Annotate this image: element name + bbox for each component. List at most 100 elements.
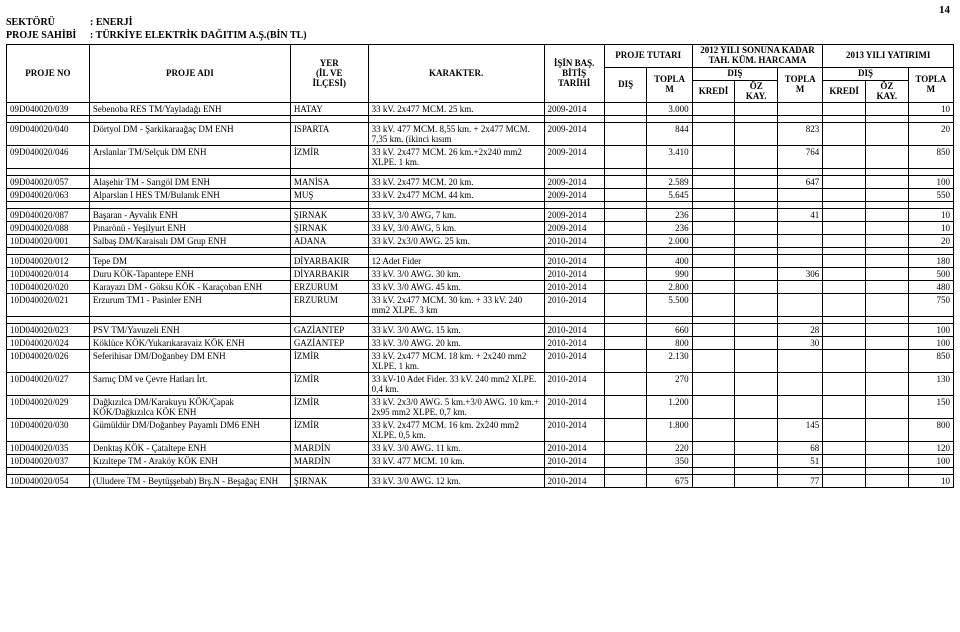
col-h-ozkay: ÖZ KAY. bbox=[735, 80, 778, 103]
table-row: 10D040020/020Karayazı DM - Göksu KÖK - K… bbox=[7, 281, 954, 294]
cell-pt_dis bbox=[604, 255, 647, 268]
cell-tarih: 2010-2014 bbox=[544, 235, 604, 248]
cell-y_oz bbox=[865, 268, 908, 281]
cell-pt_dis bbox=[604, 209, 647, 222]
cell-il: İZMİR bbox=[290, 146, 368, 169]
cell-pt_dis bbox=[604, 337, 647, 350]
cell-il: MARDİN bbox=[290, 442, 368, 455]
cell-h_top bbox=[778, 189, 823, 202]
cell-no: 10D040020/014 bbox=[7, 268, 90, 281]
cell-h_oz bbox=[735, 209, 778, 222]
cell-y_oz bbox=[865, 419, 908, 442]
cell-pt_top: 220 bbox=[647, 442, 692, 455]
cell-tarih: 2009-2014 bbox=[544, 123, 604, 146]
col-y-kredi: KREDİ bbox=[823, 80, 866, 103]
cell-y_oz bbox=[865, 235, 908, 248]
cell-h_oz bbox=[735, 455, 778, 468]
cell-y_oz bbox=[865, 396, 908, 419]
cell-no: 10D040020/020 bbox=[7, 281, 90, 294]
cell-pt_dis bbox=[604, 324, 647, 337]
cell-no: 10D040020/037 bbox=[7, 455, 90, 468]
cell-y_oz bbox=[865, 373, 908, 396]
cell-pt_top: 5.500 bbox=[647, 294, 692, 317]
cell-adi: Erzurum TM1 - Pasinler ENH bbox=[89, 294, 290, 317]
cell-tarih: 2009-2014 bbox=[544, 146, 604, 169]
cell-y_top: 10 bbox=[908, 103, 953, 116]
cell-kar: 33 kV. 2x477 MCM. 20 km. bbox=[368, 176, 544, 189]
cell-y_kredi bbox=[823, 475, 866, 488]
cell-y_top: 850 bbox=[908, 350, 953, 373]
cell-y_oz bbox=[865, 103, 908, 116]
cell-h_kredi bbox=[692, 442, 735, 455]
table-row: 10D040020/027Sarnıç DM ve Çevre Hatları … bbox=[7, 373, 954, 396]
cell-adi: Dağkızılca DM/Karakuyu KÖK/Çapak KÖK/Dağ… bbox=[89, 396, 290, 419]
cell-h_kredi bbox=[692, 189, 735, 202]
cell-y_kredi bbox=[823, 373, 866, 396]
cell-h_top: 30 bbox=[778, 337, 823, 350]
col-h-toplam: TOPLAM bbox=[778, 67, 823, 103]
table-row: 10D040020/023PSV TM/Yavuzeli ENHGAZİANTE… bbox=[7, 324, 954, 337]
table-row: 09D040020/057Alaşehir TM - Sarıgöl DM EN… bbox=[7, 176, 954, 189]
cell-pt_dis bbox=[604, 103, 647, 116]
col-karakter: KARAKTER. bbox=[368, 45, 544, 103]
table-row: 10D040020/001Salbaş DM/Karaisalı DM Grup… bbox=[7, 235, 954, 248]
cell-y_top: 20 bbox=[908, 235, 953, 248]
cell-h_kredi bbox=[692, 176, 735, 189]
cell-y_top: 180 bbox=[908, 255, 953, 268]
cell-y_kredi bbox=[823, 337, 866, 350]
cell-pt_dis bbox=[604, 235, 647, 248]
col-y-toplam: TOPLAM bbox=[908, 67, 953, 103]
table-header: PROJE NO PROJE ADI YER (İL VE İLÇESİ) KA… bbox=[7, 45, 954, 103]
cell-h_top: 77 bbox=[778, 475, 823, 488]
cell-h_kredi bbox=[692, 235, 735, 248]
cell-no: 10D040020/035 bbox=[7, 442, 90, 455]
cell-h_oz bbox=[735, 255, 778, 268]
cell-y_top: 550 bbox=[908, 189, 953, 202]
cell-y_kredi bbox=[823, 123, 866, 146]
cell-tarih: 2010-2014 bbox=[544, 268, 604, 281]
page-number: 14 bbox=[6, 4, 954, 16]
cell-adi: Arslanlar TM/Selçuk DM ENH bbox=[89, 146, 290, 169]
cell-kar: 33 kV-10 Adet Fider. 33 kV. 240 mm2 XLPE… bbox=[368, 373, 544, 396]
cell-h_oz bbox=[735, 396, 778, 419]
cell-kar: 33 kV. 3/0 AWG. 20 km. bbox=[368, 337, 544, 350]
cell-il: HATAY bbox=[290, 103, 368, 116]
projects-table: PROJE NO PROJE ADI YER (İL VE İLÇESİ) KA… bbox=[6, 44, 954, 488]
cell-h_oz bbox=[735, 442, 778, 455]
col-pt-dis: DIŞ bbox=[604, 67, 647, 103]
cell-kar: 33 kV. 3/0 AWG. 12 km. bbox=[368, 475, 544, 488]
col-h-dis: DIŞ bbox=[692, 67, 777, 80]
cell-no: 10D040020/027 bbox=[7, 373, 90, 396]
cell-h_top: 306 bbox=[778, 268, 823, 281]
cell-pt_dis bbox=[604, 146, 647, 169]
cell-pt_dis bbox=[604, 222, 647, 235]
cell-y_oz bbox=[865, 350, 908, 373]
cell-h_top bbox=[778, 281, 823, 294]
cell-kar: 33 kV. 3/0 AWG. 30 km. bbox=[368, 268, 544, 281]
cell-h_oz bbox=[735, 123, 778, 146]
document-header: SEKTÖRÜ : ENERJİ PROJE SAHİBİ : TÜRKİYE … bbox=[6, 16, 954, 42]
cell-kar: 33 kV. 2x477 MCM. 25 km. bbox=[368, 103, 544, 116]
cell-no: 09D040020/087 bbox=[7, 209, 90, 222]
cell-il: İZMİR bbox=[290, 396, 368, 419]
cell-no: 10D040020/029 bbox=[7, 396, 90, 419]
cell-no: 10D040020/021 bbox=[7, 294, 90, 317]
cell-tarih: 2010-2014 bbox=[544, 475, 604, 488]
table-row: 10D040020/037Kızıltepe TM - Araköy KÖK E… bbox=[7, 455, 954, 468]
cell-pt_top: 1.800 bbox=[647, 419, 692, 442]
table-body: 09D040020/039Sebenoba RES TM/Yayladağı E… bbox=[7, 103, 954, 488]
group-separator bbox=[7, 317, 954, 324]
col-h-kredi: KREDİ bbox=[692, 80, 735, 103]
cell-y_oz bbox=[865, 176, 908, 189]
cell-pt_top: 800 bbox=[647, 337, 692, 350]
cell-h_kredi bbox=[692, 455, 735, 468]
cell-y_kredi bbox=[823, 455, 866, 468]
cell-tarih: 2010-2014 bbox=[544, 324, 604, 337]
col-proje-no: PROJE NO bbox=[7, 45, 90, 103]
cell-il: MARDİN bbox=[290, 455, 368, 468]
cell-h_kredi bbox=[692, 146, 735, 169]
cell-y_top: 20 bbox=[908, 123, 953, 146]
cell-y_top: 500 bbox=[908, 268, 953, 281]
cell-h_oz bbox=[735, 146, 778, 169]
cell-h_oz bbox=[735, 294, 778, 317]
